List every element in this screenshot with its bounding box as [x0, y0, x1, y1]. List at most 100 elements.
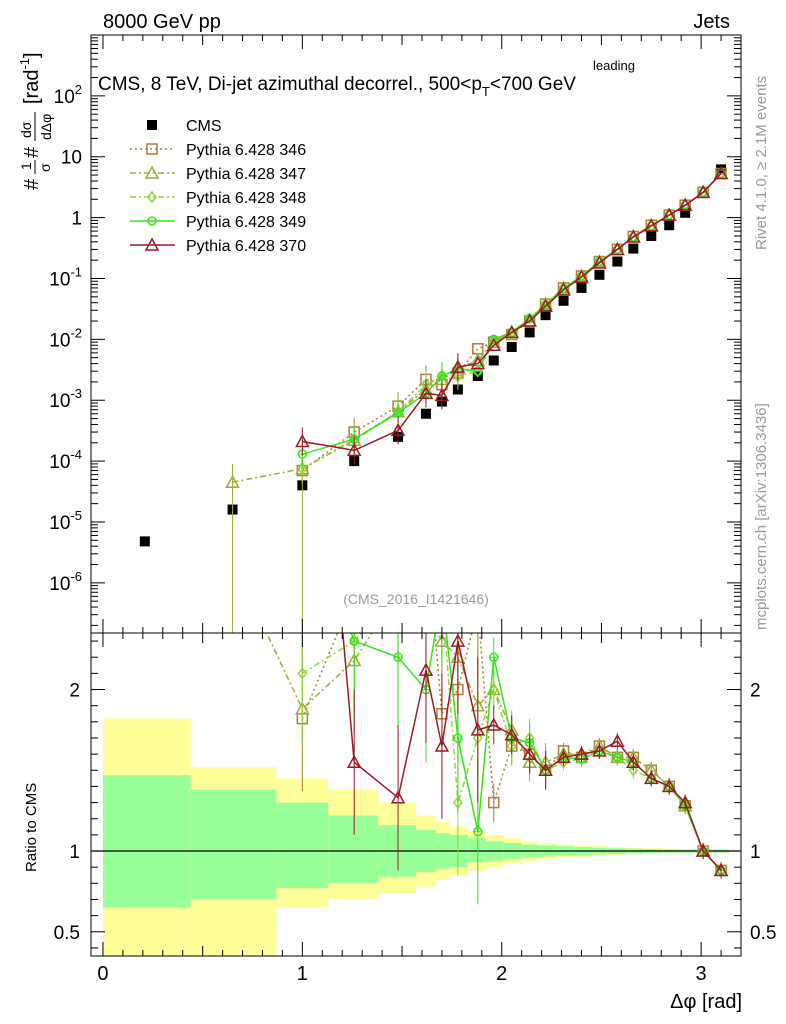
plot-title: CMS, 8 TeV, Di-jet azimuthal decorrel., …: [98, 74, 576, 99]
ratio-y-axis-label: Ratio to CMS: [23, 783, 40, 872]
legend-entry-3: Pythia 6.428 348: [130, 190, 306, 207]
data-point: [390, 422, 406, 437]
data-point: [472, 343, 484, 355]
legend-marker: [144, 165, 160, 179]
y-tick-label-exp: -3: [70, 386, 82, 401]
ratio-y-tick-label: 0.5: [54, 923, 80, 944]
ylabel-unit-exp: -1: [17, 58, 32, 70]
ratio-point: [522, 746, 537, 760]
ratio-point: [421, 523, 431, 533]
data-point: [346, 442, 362, 457]
ratio-series-line-4: [342, 633, 722, 871]
data-point: [434, 387, 450, 402]
series-line-4: [302, 172, 722, 455]
data-point: [713, 165, 729, 180]
ratio-point: [538, 762, 553, 777]
legend-marker: [147, 120, 157, 130]
data-point: [488, 355, 499, 366]
data-point: [225, 474, 240, 488]
y-tick-label-base: 10: [49, 269, 70, 290]
data-point: [450, 359, 466, 373]
y-tick-label: 10-3: [49, 386, 82, 412]
y-tick-label: 10-4: [49, 447, 82, 473]
ratio-point: [434, 738, 450, 752]
legend-label: Pythia 6.428 349: [186, 214, 306, 231]
data-point: [628, 243, 639, 254]
y-tick-label-base: 10: [49, 452, 70, 473]
data-point: [610, 241, 625, 256]
data-point: [540, 310, 551, 321]
x-tick-label: 2: [496, 963, 507, 985]
ratio-point: [574, 746, 589, 760]
legend-label: Pythia 6.428 370: [186, 238, 306, 255]
data-point: [139, 536, 150, 547]
y-tick-label-base: 10: [54, 87, 75, 108]
y-tick-label: 1: [71, 209, 82, 230]
analysis-watermark: (CMS_2016_I1421646): [343, 591, 489, 607]
data-point: [558, 295, 569, 306]
y-tick-label-exp: -1: [70, 264, 82, 279]
ratio-series-line-0: [301, 633, 722, 871]
data-point: [592, 255, 607, 269]
data-point: [472, 364, 483, 378]
y-tick-label: 10: [61, 148, 82, 169]
x-tick-label: 0: [97, 963, 108, 985]
legend-label: Pythia 6.428 347: [186, 166, 306, 183]
ratio-point: [628, 764, 639, 777]
y-tick-label: 10-6: [49, 569, 82, 595]
data-point: [470, 356, 486, 370]
data-point: [522, 313, 537, 327]
ratio-y-tick-label-right: 1: [750, 842, 761, 863]
legend-marker: [147, 190, 157, 204]
ylabel-sigma: σ: [37, 163, 53, 172]
ratio-point: [610, 733, 625, 747]
ylabel-unit-close: ]: [21, 52, 43, 58]
ratio-point: [346, 754, 362, 768]
legend-entry-0: CMS: [147, 118, 222, 135]
legend-marker: [146, 143, 158, 155]
legend-label: Pythia 6.428 346: [186, 142, 306, 159]
y-tick-label-base: 10: [49, 330, 70, 351]
series-5: [295, 165, 729, 465]
data-point: [594, 269, 605, 280]
ylabel-dphi: dΔφ: [38, 114, 54, 140]
plot-title-end: <700 GeV: [490, 74, 576, 95]
stat-band-bin: [328, 815, 379, 884]
y-tick-label: 10-1: [49, 264, 82, 290]
legend-entry-2: Pythia 6.428 347: [130, 165, 306, 183]
ratio-y-tick-label-right: 2: [750, 681, 761, 702]
mcplots-url-label: mcplots.cern.ch [arXiv:1306.3436]: [753, 403, 770, 630]
legend-entry-1: Pythia 6.428 346: [130, 142, 306, 159]
ylabel-unit-open: [rad: [21, 70, 43, 104]
legend: CMS Pythia 6.428 346 Pythia 6.428 347 Pythi…: [130, 118, 306, 255]
y-tick-label: 102: [54, 82, 82, 108]
plot-title-sup: leading: [593, 58, 635, 73]
legend-marker: [144, 237, 160, 251]
main-plot-area: [139, 164, 729, 633]
header-energy-label: 8000 GeV pp: [103, 11, 221, 33]
ratio-point: [556, 749, 571, 764]
data-point: [418, 385, 434, 400]
data-point: [576, 282, 587, 293]
data-point: [574, 269, 589, 283]
ratio-plot-area: [265, 523, 729, 905]
ratio-point: [486, 717, 502, 731]
data-point: [295, 433, 310, 448]
data-point: [644, 218, 659, 232]
x-axis-label: Δφ [rad]: [670, 991, 742, 1013]
y-tick-label-base: 10: [49, 513, 70, 534]
ratio-point: [661, 778, 677, 793]
y-tick-label: 10-5: [49, 508, 82, 534]
data-point: [506, 341, 517, 352]
data-point: [695, 184, 711, 199]
y-tick-label-exp: -5: [70, 508, 82, 523]
ratio-uncertainty-bands: [91, 718, 741, 956]
legend-label: CMS: [186, 118, 222, 135]
stat-band-bin: [276, 802, 329, 889]
y-tick-label-base: 10: [61, 148, 82, 169]
stat-band-bin: [102, 775, 191, 908]
ylabel-one: 1: [18, 162, 34, 170]
ratio-frame: [90, 632, 742, 957]
